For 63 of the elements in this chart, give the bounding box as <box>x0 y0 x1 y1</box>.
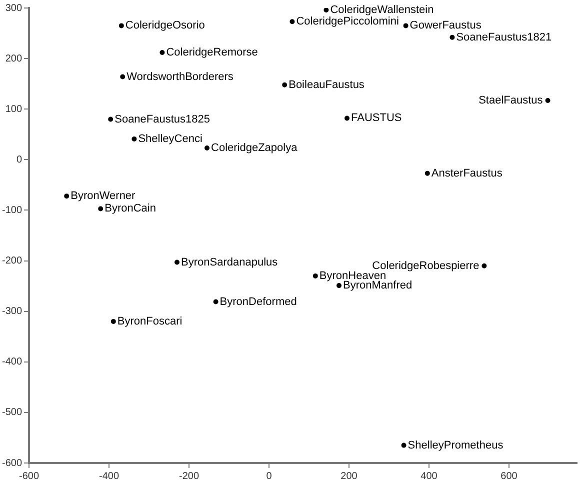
annotation: ColeridgeWallenstein <box>330 4 434 16</box>
annotation: BoileauFaustus <box>288 78 365 91</box>
x-tick-label: -400 <box>99 470 120 482</box>
annotation: SoaneFaustus1821 <box>456 31 552 44</box>
annotation: ShelleyCenci <box>138 132 202 145</box>
annotation: ByronCain <box>104 202 156 215</box>
x-tick-label: -600 <box>19 470 40 482</box>
annotation: ColeridgeRemorse <box>166 46 258 59</box>
annotation: ByronHeaven <box>319 270 386 282</box>
annotation: SoaneFaustus1825 <box>114 113 210 126</box>
annotation: ByronDeformed <box>220 296 297 308</box>
point <box>424 170 430 176</box>
point <box>312 273 318 278</box>
point <box>282 82 288 88</box>
annotation: AnsterFaustus <box>431 167 503 180</box>
annotation: ShelleyPrometheus <box>408 439 504 452</box>
point <box>336 283 342 288</box>
point <box>174 260 180 265</box>
x-tick-label: 200 <box>340 470 358 482</box>
y-tick-label: -300 <box>2 306 22 318</box>
annotation: GowerFaustus <box>410 20 482 32</box>
point <box>213 299 218 304</box>
x-tick-label: 0 <box>266 470 272 482</box>
point <box>204 146 210 151</box>
point <box>110 318 116 324</box>
annotation: WordsworthBorderers <box>126 70 234 83</box>
annotation: FAUSTUS <box>351 112 402 124</box>
annotation: ColeridgePiccolomini <box>296 16 399 28</box>
x-tick-label: 600 <box>500 470 518 482</box>
annotation: ByronManfred <box>343 280 412 292</box>
point <box>401 442 406 448</box>
point <box>344 116 350 121</box>
annotation: ColeridgeRobespierre <box>372 260 480 272</box>
point <box>108 116 114 122</box>
point <box>160 50 165 55</box>
y-tick-label: 300 <box>5 2 22 14</box>
y-tick-label: -600 <box>2 458 22 469</box>
point <box>290 19 295 24</box>
x-tick-label: 400 <box>420 470 438 482</box>
y-tick-label: 200 <box>5 53 22 64</box>
y-tick-label: -200 <box>2 256 22 267</box>
annotation: ColeridgeOsorio <box>125 20 205 32</box>
point <box>118 23 124 28</box>
x-tick-label: -200 <box>179 470 200 482</box>
y-tick-label: -500 <box>2 407 22 418</box>
y-tick-label: 0 <box>16 154 22 166</box>
annotation: StaelFaustus <box>478 94 544 107</box>
point <box>403 23 408 28</box>
point <box>120 74 126 80</box>
point <box>324 8 329 13</box>
annotation: ByronWerner <box>70 190 136 202</box>
y-tick-label: -100 <box>2 204 22 216</box>
point <box>545 98 550 104</box>
point <box>98 206 104 212</box>
y-tick-label: 100 <box>5 104 22 115</box>
annotation: ByronFoscari <box>117 315 182 328</box>
point <box>482 263 487 268</box>
point <box>132 136 137 142</box>
point <box>64 194 70 199</box>
annotation: ByronSardanapulus <box>181 256 278 268</box>
y-tick-label: -400 <box>2 356 22 368</box>
annotation: ColeridgeZapolya <box>211 142 298 154</box>
point <box>450 34 455 40</box>
